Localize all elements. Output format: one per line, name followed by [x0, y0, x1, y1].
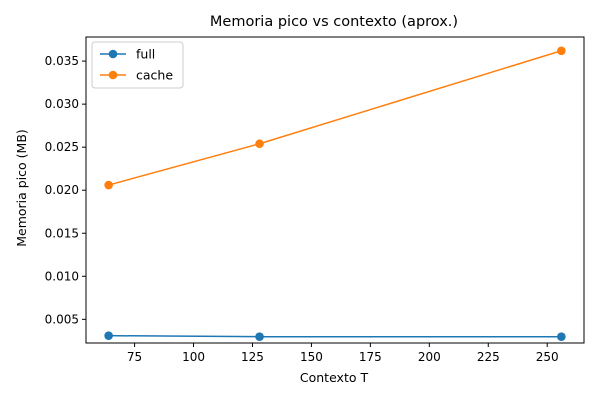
legend-label: full — [136, 47, 155, 62]
y-tick-label: 0.035 — [45, 54, 79, 68]
y-tick-label: 0.020 — [45, 183, 79, 197]
x-tick-label: 200 — [418, 350, 441, 364]
x-tick-label: 250 — [536, 350, 559, 364]
data-point-cache — [557, 46, 566, 56]
x-tick-label: 150 — [300, 350, 323, 364]
legend-marker-full — [108, 49, 118, 59]
legend: full cache — [91, 41, 184, 89]
x-axis-label: Contexto T — [300, 370, 369, 385]
legend-label: cache — [136, 68, 173, 83]
data-point-cache — [104, 180, 113, 190]
data-point-cache — [255, 139, 264, 149]
data-point-full — [557, 332, 566, 342]
data-point-full — [255, 332, 264, 342]
x-tick-label: 75 — [127, 350, 142, 364]
series-line-full — [108, 334, 562, 338]
legend-marker-cache — [108, 70, 118, 80]
x-tick-label: 175 — [359, 350, 382, 364]
y-tick-label: 0.005 — [45, 312, 79, 326]
y-tick-label: 0.010 — [45, 269, 79, 283]
y-tick-label: 0.015 — [45, 226, 79, 240]
chart-title: Memoria pico vs contexto (aprox.) — [210, 14, 458, 30]
x-axis: 75 100 125 150 175 200 225 250 — [127, 343, 559, 364]
y-axis: 0.005 0.010 0.015 0.020 0.025 0.030 0.035 — [45, 54, 86, 326]
x-tick-label: 100 — [182, 350, 205, 364]
x-tick-label: 225 — [477, 350, 500, 364]
data-point-full — [104, 331, 113, 340]
y-axis-label: Memoria pico (MB) — [14, 129, 29, 247]
plot-area — [104, 46, 566, 342]
y-tick-label: 0.025 — [45, 140, 79, 154]
y-tick-label: 0.030 — [45, 97, 79, 111]
x-tick-label: 125 — [241, 350, 264, 364]
